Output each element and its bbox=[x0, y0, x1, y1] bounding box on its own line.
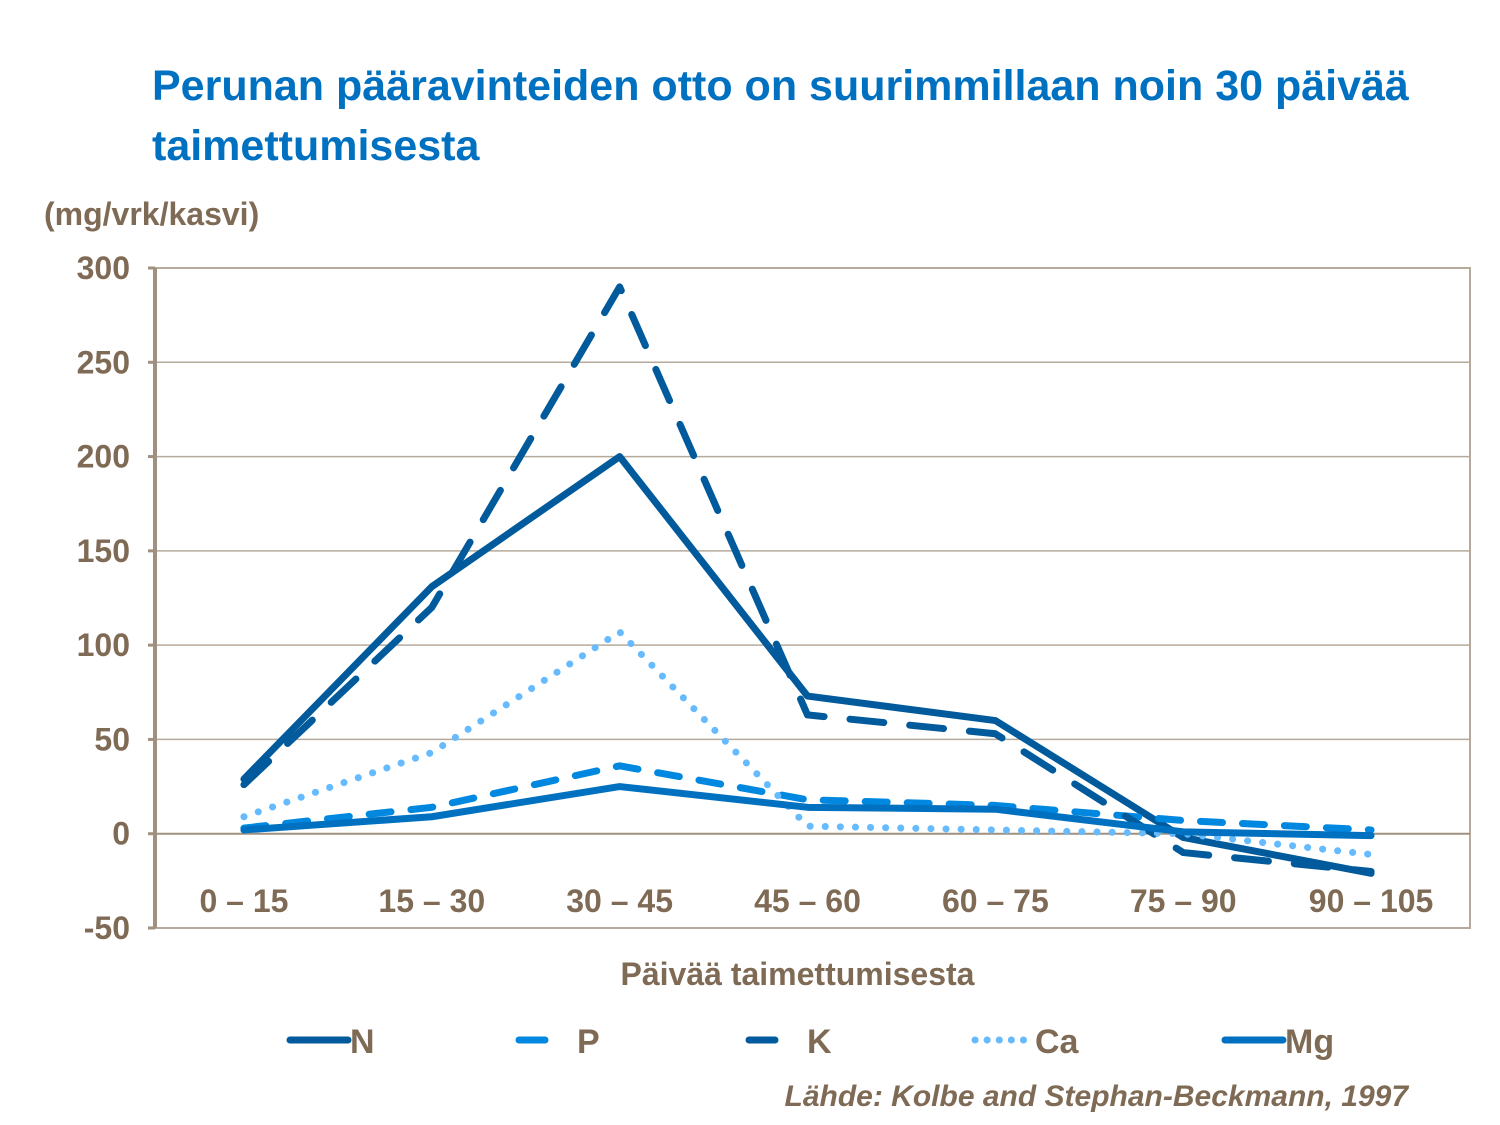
y-axis-label: (mg/vrk/kasvi) bbox=[44, 196, 260, 232]
legend-label-ca: Ca bbox=[1035, 1023, 1080, 1061]
y-tick-label: 100 bbox=[77, 627, 130, 663]
series-line-n bbox=[240, 453, 1375, 877]
series-line-p bbox=[240, 762, 1375, 834]
series-line-k bbox=[240, 283, 1375, 875]
x-tick-label: 15 – 30 bbox=[378, 883, 485, 919]
series-line-ca bbox=[240, 628, 1375, 858]
legend-label-mg: Mg bbox=[1285, 1023, 1334, 1061]
legend-label-n: N bbox=[350, 1023, 375, 1061]
x-tick-label: 75 – 90 bbox=[1130, 883, 1237, 919]
x-axis-label: Päivää taimettumisesta bbox=[620, 956, 975, 992]
legend-label-k: K bbox=[807, 1023, 832, 1061]
plot-border bbox=[154, 267, 1471, 929]
x-tick-label: 0 – 15 bbox=[199, 883, 288, 919]
y-tick-label: 200 bbox=[77, 439, 130, 475]
legend-label-p: P bbox=[577, 1023, 600, 1061]
series-line-mg bbox=[240, 783, 1375, 840]
y-tick-label: 150 bbox=[77, 533, 130, 569]
y-tick-label: 300 bbox=[77, 250, 130, 286]
x-tick-label: 45 – 60 bbox=[754, 883, 861, 919]
source-note: Lähde: Kolbe and Stephan-Beckmann, 1997 bbox=[784, 1080, 1408, 1113]
chart-title: Perunan pääravinteiden otto on suurimmil… bbox=[152, 62, 1409, 170]
y-tick-label: 250 bbox=[77, 344, 130, 380]
y-tick-label: 0 bbox=[112, 816, 130, 852]
x-tick-label: 30 – 45 bbox=[566, 883, 673, 919]
y-tick-label: -50 bbox=[84, 910, 130, 946]
y-tick-label: 50 bbox=[94, 721, 130, 757]
x-tick-label: 90 – 105 bbox=[1309, 883, 1434, 919]
x-tick-label: 60 – 75 bbox=[942, 883, 1049, 919]
